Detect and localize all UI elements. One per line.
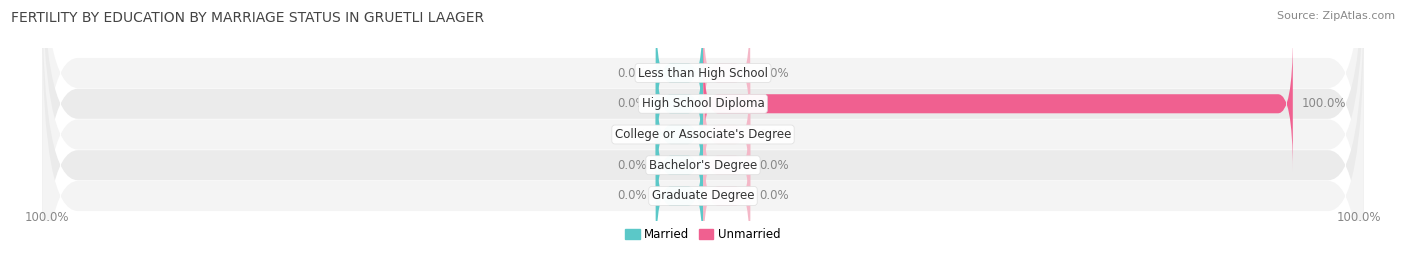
FancyBboxPatch shape [703,129,751,263]
Text: Less than High School: Less than High School [638,66,768,80]
FancyBboxPatch shape [703,6,751,140]
Text: High School Diploma: High School Diploma [641,97,765,110]
Text: 0.0%: 0.0% [617,189,647,203]
FancyBboxPatch shape [655,67,703,202]
FancyBboxPatch shape [655,129,703,263]
Text: 0.0%: 0.0% [617,97,647,110]
FancyBboxPatch shape [655,36,703,171]
Text: 0.0%: 0.0% [617,128,647,141]
Text: 0.0%: 0.0% [759,159,789,172]
FancyBboxPatch shape [703,67,751,202]
FancyBboxPatch shape [42,27,1364,269]
Text: Bachelor's Degree: Bachelor's Degree [650,159,756,172]
Text: FERTILITY BY EDUCATION BY MARRIAGE STATUS IN GRUETLI LAAGER: FERTILITY BY EDUCATION BY MARRIAGE STATU… [11,11,485,25]
Legend: Married, Unmarried: Married, Unmarried [620,223,786,246]
Text: Source: ZipAtlas.com: Source: ZipAtlas.com [1277,11,1395,21]
Text: 0.0%: 0.0% [617,159,647,172]
Text: 0.0%: 0.0% [759,128,789,141]
Text: College or Associate's Degree: College or Associate's Degree [614,128,792,141]
Text: 100.0%: 100.0% [1302,97,1346,110]
FancyBboxPatch shape [655,6,703,140]
FancyBboxPatch shape [655,98,703,233]
FancyBboxPatch shape [703,36,1292,171]
Text: 0.0%: 0.0% [617,66,647,80]
Text: 0.0%: 0.0% [759,189,789,203]
Text: 100.0%: 100.0% [25,211,69,224]
FancyBboxPatch shape [42,0,1364,269]
FancyBboxPatch shape [42,0,1364,269]
FancyBboxPatch shape [703,98,751,233]
Text: Graduate Degree: Graduate Degree [652,189,754,203]
FancyBboxPatch shape [42,0,1364,242]
Text: 0.0%: 0.0% [759,66,789,80]
Text: 100.0%: 100.0% [1337,211,1381,224]
FancyBboxPatch shape [42,0,1364,269]
